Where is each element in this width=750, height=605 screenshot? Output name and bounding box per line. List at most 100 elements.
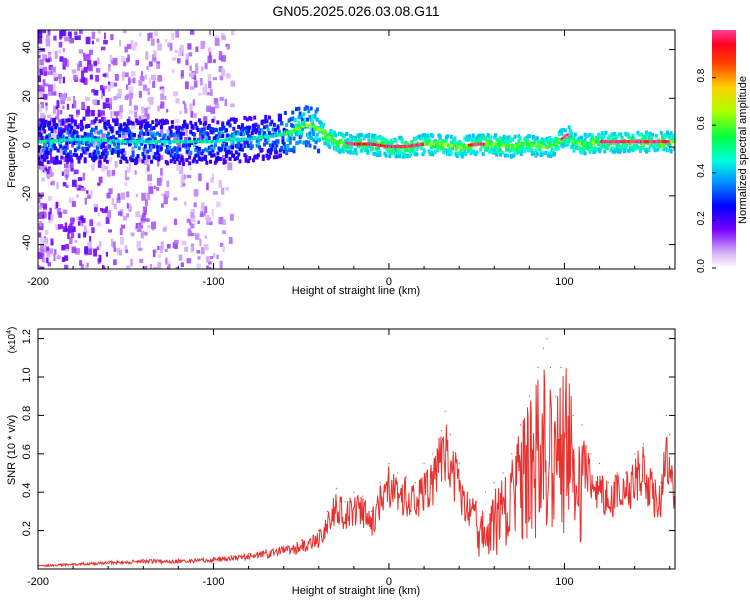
spectrogram-band-cell <box>228 123 232 128</box>
spectrogram-band-cell <box>567 125 571 130</box>
spectrogram-noise-cell <box>97 57 100 65</box>
spectrogram-noise-cell <box>46 169 52 177</box>
spectrogram-noise-cell <box>195 66 199 74</box>
spectrogram-band-cell <box>163 133 167 138</box>
spectrogram-noise-cell <box>85 97 90 102</box>
spectrogram-noise-cell <box>121 192 126 200</box>
spectrogram-band-cell <box>191 125 195 130</box>
spectrogram-band-cell <box>593 149 597 154</box>
spectrogram-noise-cell <box>211 208 214 217</box>
spectrogram-band-cell <box>52 118 56 123</box>
spectrogram-band-cell <box>654 133 658 138</box>
spectrogram-band-cell <box>215 158 219 163</box>
spectrogram-band-cell <box>204 157 208 162</box>
spectrogram-band-cell <box>65 118 69 123</box>
spectrogram-band-cell <box>227 148 231 153</box>
spectrogram-noise-cell <box>119 227 123 236</box>
spectrogram-band-cell <box>392 150 396 155</box>
spectrogram-noise-cell <box>133 105 139 111</box>
spectrogram-noise-cell <box>103 39 108 45</box>
spectrogram-noise-cell <box>126 213 130 218</box>
spectrogram-band-cell <box>382 141 386 146</box>
spectrogram-band-cell <box>619 148 623 153</box>
spectrogram-band-cell <box>60 129 64 134</box>
spectrogram-band-cell <box>110 129 114 134</box>
spectrogram-band-cell <box>173 155 177 160</box>
spectrogram-band-cell <box>170 124 174 129</box>
spectrogram-band-cell <box>616 142 620 147</box>
spectrogram-noise-cell <box>208 30 212 36</box>
spectrogram-noise-cell <box>119 111 123 120</box>
spectrogram-band-cell <box>278 117 282 122</box>
spectrogram-noise-cell <box>64 243 70 250</box>
spectrogram-band-cell <box>104 154 108 159</box>
spectrogram-noise-cell <box>105 251 108 257</box>
spectrogram-band-cell <box>479 147 483 152</box>
spectrogram-noise-cell <box>76 63 81 72</box>
snr-y-tick-label: 0.4 <box>21 483 33 498</box>
spectrogram-band-cell <box>529 144 533 149</box>
spectrogram-band-cell <box>86 147 90 152</box>
spectrogram-noise-cell <box>60 99 65 105</box>
spectrogram-noise-cell <box>79 30 83 35</box>
spectrogram-noise-cell <box>219 96 224 101</box>
spectrogram-band-cell <box>111 134 115 139</box>
spectrogram-band-cell <box>668 143 672 148</box>
spectrogram-noise-cell <box>42 66 48 72</box>
spectrogram-band-cell <box>292 136 296 141</box>
spectrogram-band-cell <box>152 125 156 130</box>
spectrogram-band-cell <box>506 138 510 143</box>
spectrogram-noise-cell <box>149 263 153 269</box>
spectrogram-noise-cell <box>95 74 100 82</box>
snr-point <box>669 434 671 436</box>
snr-point <box>177 558 179 561</box>
spectrogram-noise-cell <box>160 126 164 134</box>
spectrogram-band-cell <box>277 129 281 134</box>
spectrogram-band-cell <box>505 147 509 152</box>
spectrogram-band-cell <box>376 150 380 155</box>
spectrogram-noise-cell <box>149 78 152 85</box>
spectrogram-band-cell <box>492 135 496 140</box>
spectrogram-band-cell <box>620 135 624 140</box>
spectrogram-noise-cell <box>203 243 209 251</box>
spectrogram-band-cell <box>79 119 83 124</box>
snr-y-multiplier: (x104) <box>6 327 18 354</box>
spectrogram-band-cell <box>643 136 647 141</box>
spectrogram-noise-cell <box>208 261 212 265</box>
spectrogram-band-cell <box>473 137 477 142</box>
spectrogram-band-cell <box>248 156 252 161</box>
spectrogram-noise-cell <box>175 30 180 38</box>
spectrogram-band-cell <box>222 125 226 130</box>
spectrogram-noise-cell <box>198 92 202 96</box>
spectrogram-band-cell <box>141 119 145 124</box>
spectrogram-noise-cell <box>185 53 189 60</box>
spectrogram-noise-cell <box>200 247 205 255</box>
spectrogram-noise-cell <box>212 252 216 258</box>
spectrogram-noise-cell <box>71 201 76 207</box>
spectrogram-band-cell <box>77 145 81 150</box>
spectrogram-noise-cell <box>219 260 223 269</box>
spectrogram-noise-cell <box>58 49 61 54</box>
spectrogram-band-cell <box>512 147 516 152</box>
spectrogram-noise-cell <box>189 166 192 171</box>
spectrogram-band-cell <box>240 147 244 152</box>
spectrogram-band-cell <box>307 140 311 145</box>
spectrogram-noise-cell <box>69 197 74 202</box>
spectrogram-noise-cell <box>190 209 196 214</box>
spectrogram-band-cell <box>546 139 550 144</box>
spectrogram-band-cell <box>489 135 493 140</box>
spectrogram-band-cell <box>270 147 274 152</box>
spectrogram-noise-cell <box>68 114 74 121</box>
spectrogram-noise-cell <box>199 238 202 247</box>
spectrogram-noise-cell <box>215 103 220 109</box>
spectrogram-band-cell <box>493 144 497 149</box>
spectrogram-band-cell <box>479 139 483 144</box>
spectrogram-band-cell <box>270 119 274 124</box>
snr-point <box>449 434 451 436</box>
spectrogram-noise-cell <box>47 71 53 75</box>
spectrogram-band-cell <box>64 145 68 150</box>
spectrogram-noise-cell <box>147 174 153 182</box>
spectrogram-noise-cell <box>163 194 167 200</box>
spectrogram-noise-cell <box>126 84 129 90</box>
snr-point <box>230 554 232 557</box>
